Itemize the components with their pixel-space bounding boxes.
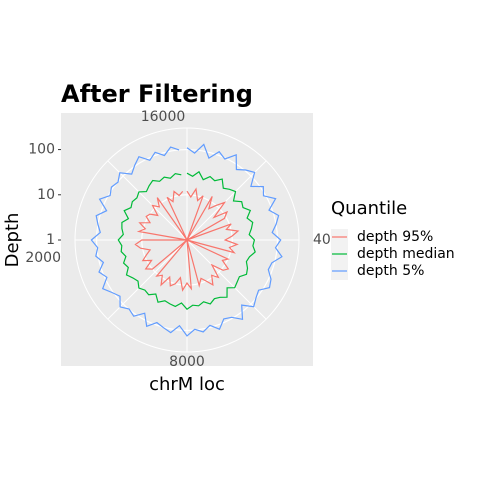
y-tick-label: 10 [37, 187, 55, 203]
theta-label: 16000 [141, 109, 186, 125]
legend-label: depth 95% [357, 229, 433, 245]
x-axis-label: chrM loc [149, 374, 225, 395]
legend-title: Quantile [331, 198, 407, 219]
y-tick-label: 100 [28, 142, 55, 158]
chart-title: After Filtering [61, 80, 253, 108]
theta-grid-line [186, 239, 267, 320]
series-line [134, 187, 240, 292]
series-line [90, 143, 283, 337]
theta-grid-line [107, 160, 188, 241]
theta-label: 2000 [25, 250, 61, 266]
series-line [117, 170, 256, 310]
legend-label: depth median [357, 246, 455, 262]
legend-label: depth 5% [357, 263, 424, 279]
y-axis-label: Depth [2, 213, 23, 268]
theta-grid-line [107, 239, 188, 320]
theta-grid-line [186, 160, 267, 241]
grid-circle [95, 148, 279, 332]
y-tick-label: 1 [46, 232, 55, 248]
theta-label: 8000 [169, 354, 205, 370]
